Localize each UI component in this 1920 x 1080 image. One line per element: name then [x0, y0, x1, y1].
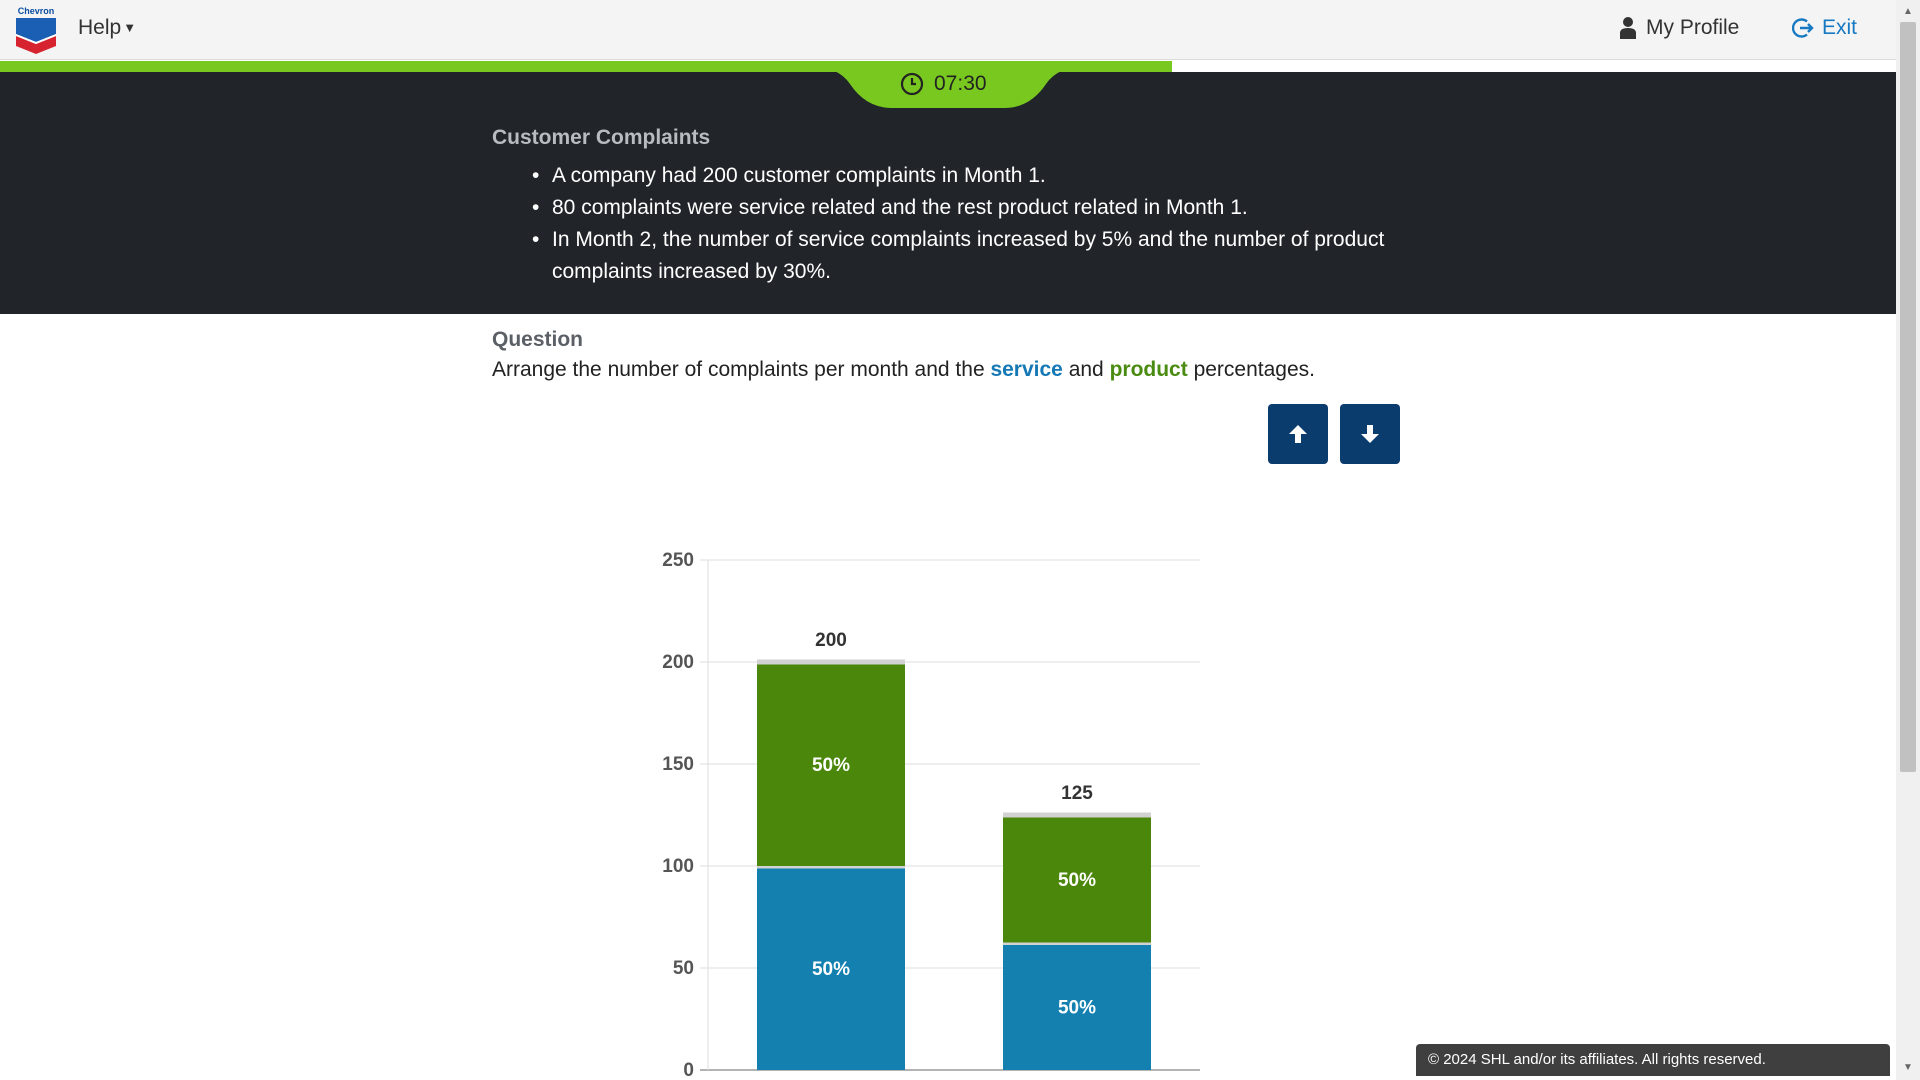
question-text: Arrange the number of complaints per mon… — [492, 358, 1492, 382]
scrollbar[interactable]: ▲ ▼ — [1896, 0, 1920, 1080]
product-percent-label: 50% — [812, 755, 850, 776]
exit-link[interactable]: Exit — [1792, 16, 1857, 40]
exit-label: Exit — [1822, 16, 1858, 39]
question-text-part: Arrange the number of complaints per mon… — [492, 358, 991, 381]
info-bullet: 80 complaints were service related and t… — [532, 192, 1392, 224]
move-up-button[interactable] — [1268, 404, 1328, 464]
exit-icon — [1792, 18, 1814, 38]
user-icon — [1620, 17, 1636, 39]
product-keyword: product — [1109, 358, 1188, 381]
segment-separator — [1003, 812, 1151, 818]
scroll-thumb[interactable] — [1900, 22, 1916, 772]
service-percent-label: 50% — [812, 959, 850, 980]
y-tick-label: 250 — [662, 550, 694, 571]
service-bar-segment — [757, 866, 905, 1070]
product-bar-segment — [757, 662, 905, 866]
caret-down-icon: ▼ — [123, 20, 137, 35]
clock-icon — [900, 72, 924, 96]
my-profile-label: My Profile — [1646, 16, 1740, 39]
copyright-footer: © 2024 SHL and/or its affiliates. All ri… — [1416, 1044, 1890, 1076]
info-content: Customer Complaints A company had 200 cu… — [492, 126, 1392, 288]
y-tick-label: 50 — [673, 958, 694, 979]
product-percent-label: 50% — [1058, 870, 1096, 891]
timer: 07:30 — [900, 72, 987, 96]
my-profile-link[interactable]: My Profile — [1620, 16, 1739, 40]
y-tick-label: 0 — [683, 1060, 694, 1080]
bar-total-label: 125 — [1061, 783, 1093, 804]
service-keyword: service — [990, 358, 1063, 381]
y-tick-label: 200 — [662, 652, 694, 673]
service-bar-segment — [1003, 942, 1151, 1070]
y-tick-label: 150 — [662, 754, 694, 775]
segment-separator — [757, 659, 905, 665]
top-nav-bar: Chevron Help ▼ My Profile Exit — [0, 0, 1896, 60]
question-label: Question — [492, 328, 584, 351]
timer-value: 07:30 — [934, 72, 987, 95]
product-bar-segment — [1003, 815, 1151, 943]
timer-tab — [808, 66, 1088, 108]
info-bullet: In Month 2, the number of service compla… — [532, 224, 1392, 288]
info-bullet: A company had 200 customer complaints in… — [532, 160, 1392, 192]
arrow-down-icon — [1361, 425, 1379, 443]
info-title: Customer Complaints — [492, 126, 711, 149]
chevron-logo: Chevron — [14, 6, 58, 54]
chevron-logo-icon — [16, 18, 56, 54]
question-section: Question Arrange the number of complaint… — [492, 328, 1492, 382]
help-menu[interactable]: Help ▼ — [78, 16, 136, 40]
stacked-bar-chart: 0 50 100 150 200 250 50% 50% 200 50% 50% 125 — [662, 550, 1200, 1080]
service-percent-label: 50% — [1058, 997, 1096, 1018]
question-text-part: and — [1062, 358, 1110, 381]
bar-total-label: 200 — [815, 630, 847, 651]
move-down-button[interactable] — [1340, 404, 1400, 464]
scroll-up-icon[interactable]: ▲ — [1903, 6, 1913, 17]
help-label: Help — [78, 16, 122, 39]
scroll-down-icon[interactable]: ▼ — [1903, 1062, 1913, 1073]
arrow-up-icon — [1289, 425, 1307, 443]
question-text-part: percentages. — [1187, 358, 1315, 381]
logo-text: Chevron — [17, 6, 55, 16]
info-bullets: A company had 200 customer complaints in… — [532, 160, 1392, 288]
y-tick-label: 100 — [662, 856, 694, 877]
